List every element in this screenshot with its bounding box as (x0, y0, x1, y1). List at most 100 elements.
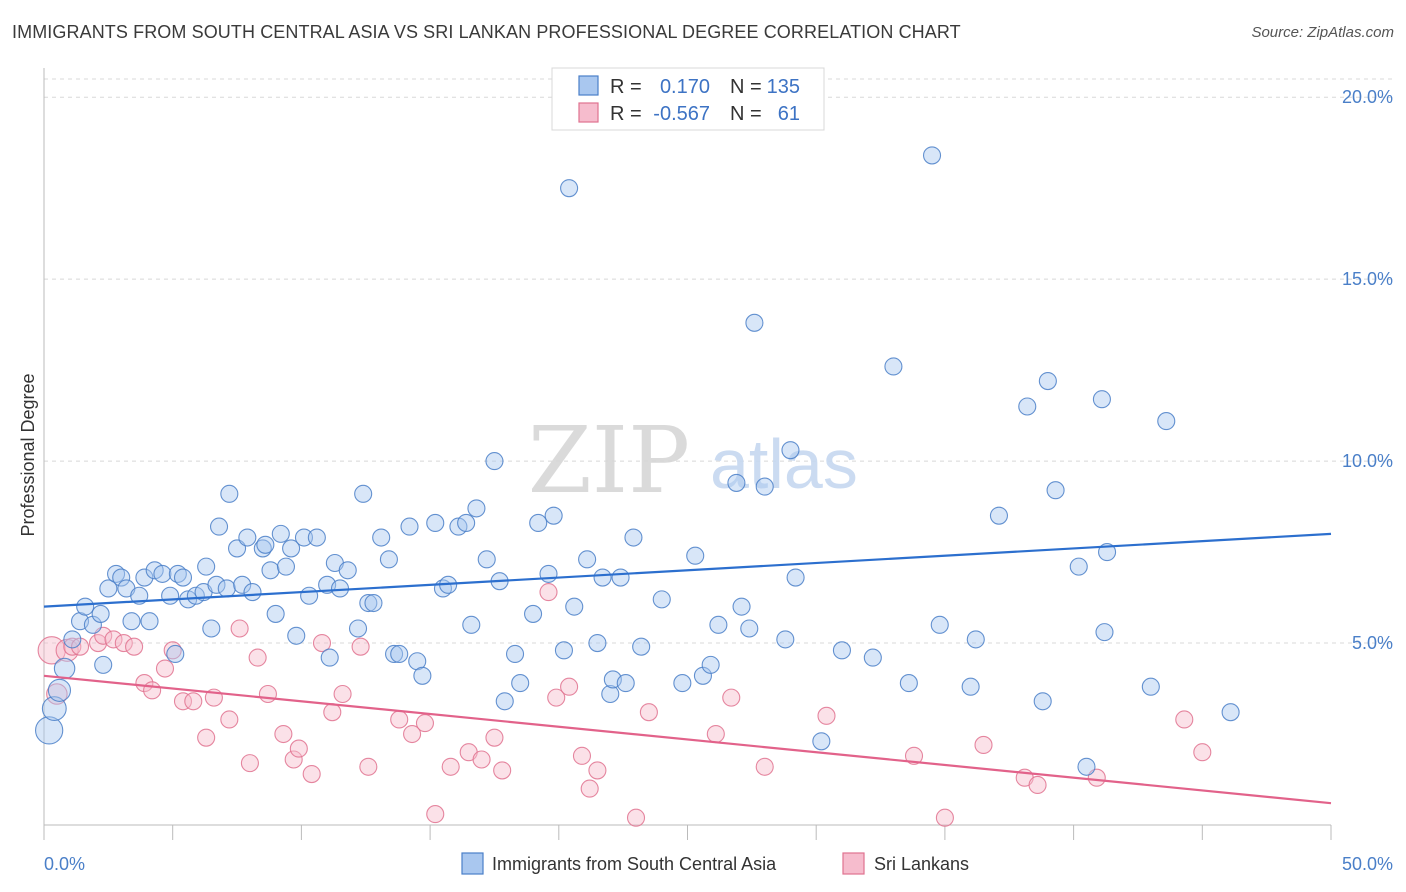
data-point (441, 757, 460, 776)
data-point (94, 655, 113, 674)
data-point (320, 648, 339, 667)
legend-swatch-pink (578, 102, 599, 123)
data-point (727, 473, 746, 492)
data-point (966, 630, 985, 649)
data-point (112, 568, 131, 587)
data-point (961, 677, 980, 696)
axes (43, 68, 1332, 840)
data-point (413, 666, 432, 685)
data-point (47, 678, 72, 702)
legend-swatch-blue (578, 75, 599, 96)
data-point (457, 513, 476, 533)
data-point (1028, 775, 1047, 795)
data-point (462, 615, 481, 634)
data-point (863, 648, 882, 667)
y-tick-label: 20.0% (1342, 87, 1393, 107)
legend-r-value-blue: 0.170 (660, 76, 710, 98)
data-point (580, 779, 599, 798)
data-point (930, 615, 949, 634)
data-point (505, 644, 525, 664)
data-point (330, 579, 350, 598)
data-point (289, 739, 308, 758)
data-point (922, 146, 942, 165)
data-point (364, 593, 383, 613)
data-point (243, 583, 262, 602)
data-point (408, 652, 427, 671)
data-point (601, 684, 620, 704)
data-point (632, 637, 651, 656)
data-point (354, 484, 373, 503)
data-point (338, 561, 357, 580)
data-point (276, 557, 296, 576)
data-point (817, 706, 836, 725)
legend-r-label-pink: R = (610, 103, 642, 125)
data-point (709, 615, 728, 634)
data-point (572, 746, 592, 765)
data-point (34, 716, 64, 745)
data-point (485, 728, 504, 747)
data-point (904, 746, 924, 765)
bottom-legend-label-blue: Immigrants from South Central Asia (492, 854, 777, 874)
data-point (884, 357, 903, 376)
data-point (745, 313, 764, 332)
data-point (485, 452, 504, 471)
data-point (274, 724, 293, 744)
bottom-legend-swatch-blue (461, 852, 484, 875)
grid-lines (44, 78, 1392, 644)
top-legend: R = 0.170 N = 135 R = -0.567 N = 61 (551, 67, 825, 131)
data-point (99, 579, 118, 598)
watermark-atlas: atlas (710, 425, 858, 503)
data-point (294, 528, 314, 547)
legend-n-value-pink: 61 (778, 103, 800, 125)
legend-r-label-blue: R = (610, 76, 642, 98)
data-point (287, 626, 306, 645)
data-point (390, 710, 409, 729)
y-tick-label: 5.0% (1352, 633, 1393, 653)
data-point (426, 805, 445, 824)
data-point (63, 637, 82, 656)
data-point (258, 684, 277, 704)
data-point (560, 677, 579, 696)
data-point (539, 583, 558, 602)
bottom-legend-swatch-pink (842, 852, 865, 875)
data-point (114, 633, 133, 653)
data-point (91, 604, 110, 623)
y-axis-title: Professional Degree (18, 373, 38, 536)
data-point (333, 684, 352, 704)
data-point (166, 644, 185, 664)
data-point (53, 657, 76, 680)
data-point (230, 619, 249, 638)
data-point (312, 633, 332, 653)
data-point (832, 641, 851, 660)
data-point (372, 528, 391, 547)
data-point (70, 637, 90, 656)
data-point (673, 674, 692, 693)
data-point (233, 575, 252, 594)
data-point (477, 550, 496, 569)
data-point (266, 604, 285, 623)
x-tick-label: 50.0% (1342, 854, 1393, 874)
data-point (639, 703, 658, 722)
data-point (1069, 557, 1088, 576)
data-point (168, 564, 187, 583)
data-point (1033, 692, 1052, 711)
bottom-legend-label-pink: Sri Lankans (874, 854, 969, 874)
zipatlas-watermark: ZIP atlas (528, 407, 858, 514)
data-point (238, 528, 257, 547)
data-point (1175, 710, 1194, 729)
data-point (1193, 743, 1212, 762)
trend-line-south-central-asia (43, 532, 1332, 608)
data-point (385, 644, 404, 664)
y-tick-label: 10.0% (1342, 451, 1393, 471)
data-point (248, 648, 267, 667)
data-point (781, 441, 800, 460)
data-point (611, 568, 630, 587)
bottom-legend: Immigrants from South Central Asia Sri L… (461, 852, 969, 875)
data-point (588, 761, 607, 780)
data-point (755, 477, 774, 496)
data-point (989, 506, 1009, 525)
data-point (1018, 397, 1037, 416)
data-point (740, 619, 759, 638)
data-point (379, 550, 398, 569)
